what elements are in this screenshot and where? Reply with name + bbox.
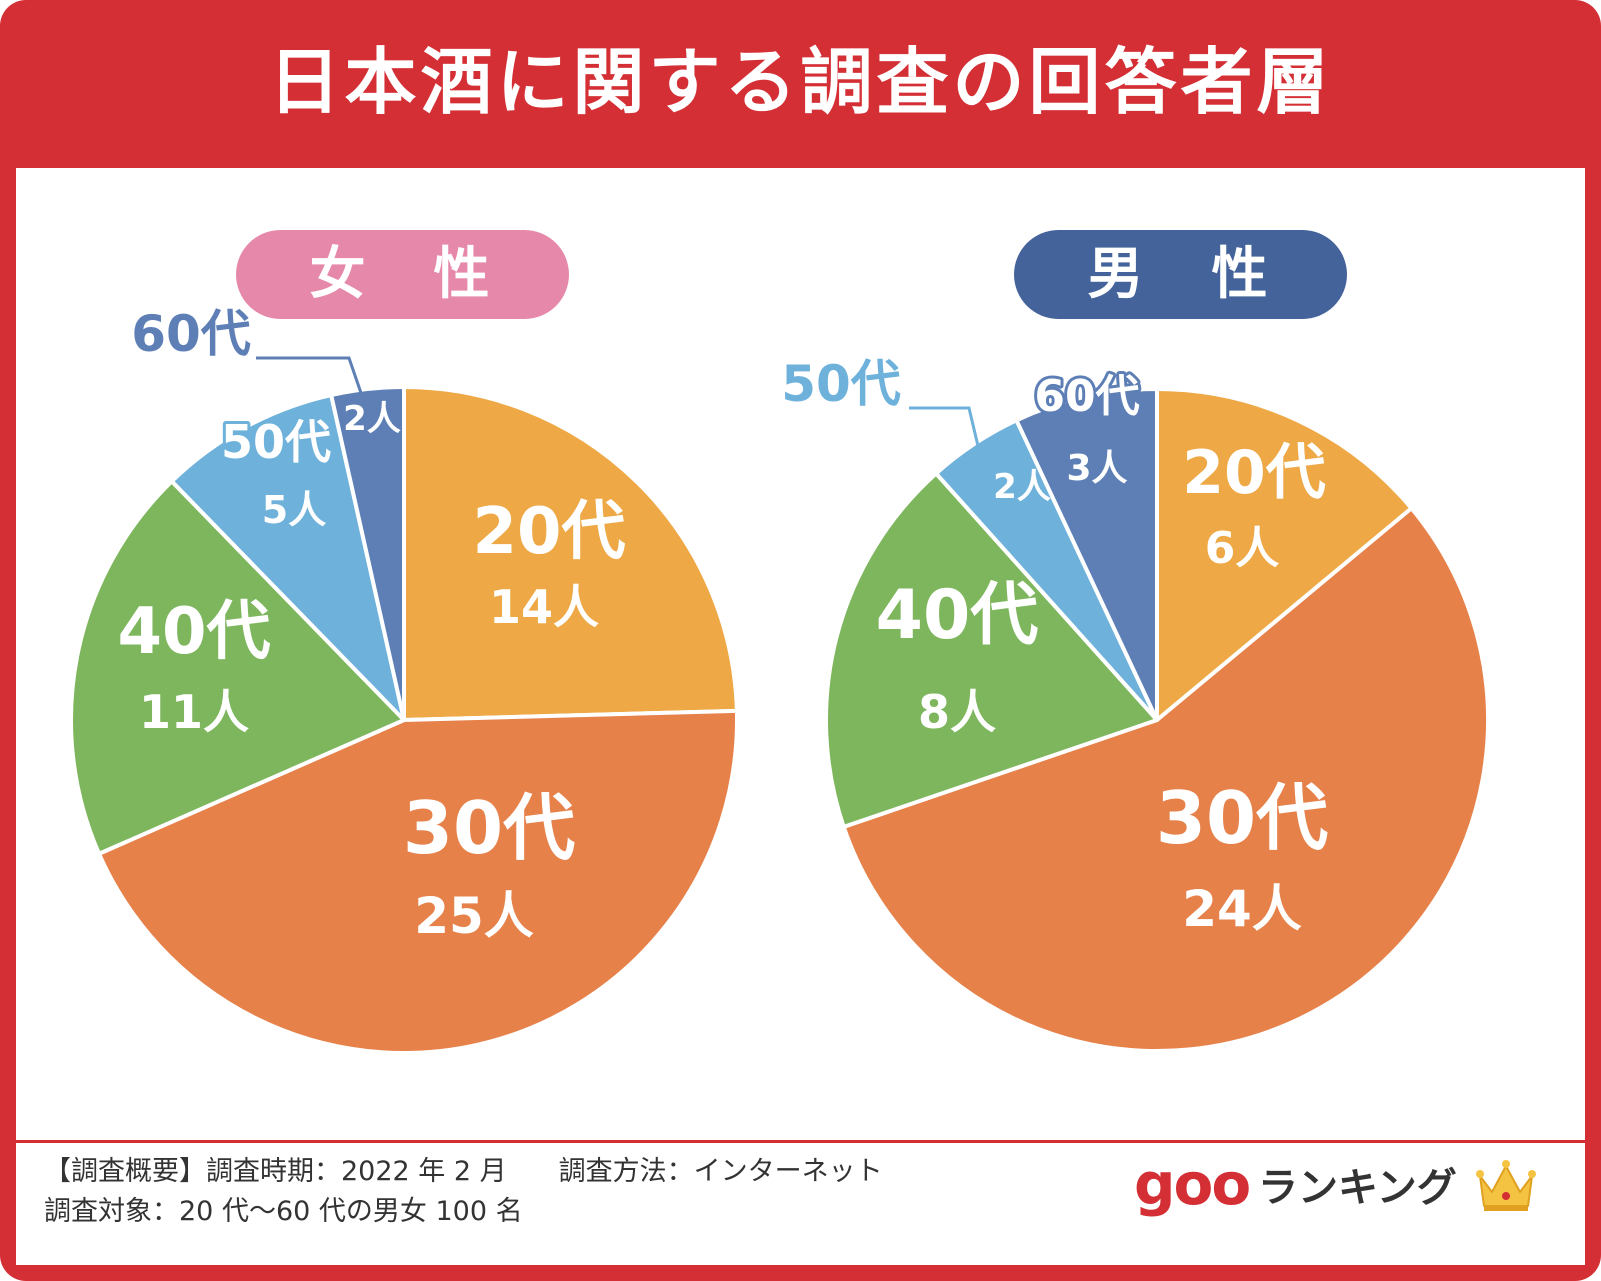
outside-slice-label: 60代 xyxy=(131,305,251,363)
slice-label: 60代 xyxy=(1034,371,1139,422)
pie-slice xyxy=(97,708,739,1055)
pie-chart-0: 20代 14人 30代 25人 40代 11人 50代 5人 2人 60代 xyxy=(69,305,739,1055)
slice-value-label: 2人 xyxy=(343,399,401,439)
leader-line xyxy=(909,406,980,447)
slice-value-label: 11人 xyxy=(139,685,249,739)
slice-label: 20代 xyxy=(1182,438,1326,508)
male-chart-title: 男 性 xyxy=(1014,230,1347,319)
slice-value-label: 3人 xyxy=(1066,448,1127,489)
slice-value-label: 14人 xyxy=(489,580,599,634)
female-chart-title: 女 性 xyxy=(236,230,569,319)
logo-goo: goo xyxy=(1134,1150,1251,1218)
survey-method: 調査方法：インターネット xyxy=(558,1156,883,1187)
slice-value-label: 25人 xyxy=(414,887,534,945)
slice-label: 50代 xyxy=(221,415,331,469)
pie-slice xyxy=(1014,387,1159,722)
survey-summary: 【調査概要】調査時期：2022 年 2 月 調査方法：インターネット 調査対象：2… xyxy=(44,1152,883,1232)
pie-slice xyxy=(1155,387,1414,722)
slice-value-label: 8人 xyxy=(918,685,996,739)
pie-slice xyxy=(402,385,739,722)
pie-slice xyxy=(69,479,406,856)
outside-slice-label: 50代 xyxy=(781,355,901,413)
pie-slice xyxy=(329,385,406,722)
slice-label: 30代 xyxy=(1156,776,1328,860)
page-title: 日本酒に関する調査の回答者層 xyxy=(268,40,1333,124)
crown-icon xyxy=(1476,1160,1536,1211)
slice-value-label: 5人 xyxy=(262,488,326,532)
slice-label: 20代 xyxy=(472,495,625,569)
pie-slice xyxy=(824,471,1159,829)
survey-target: 調査対象：20 代〜60 代の男女 100 名 xyxy=(44,1196,523,1227)
pie-chart-1: 20代 6人 30代 24人 40代 8人 60代 3人 2人 50代 xyxy=(781,355,1490,1053)
slice-label: 30代 xyxy=(403,786,575,870)
chart-panel: 女 性 男 性 20代 14人 30代 25人 40代 11人 50代 5人 2人 60代 20代 6… xyxy=(16,168,1585,1265)
slice-value-label: 6人 xyxy=(1205,523,1280,574)
pie-slice xyxy=(841,506,1490,1053)
leader-line xyxy=(256,356,363,394)
footer-divider xyxy=(16,1140,1585,1143)
pie-charts: 20代 14人 30代 25人 40代 11人 50代 5人 2人 60代 20代 6人 30代 24人 4… xyxy=(69,305,1490,1055)
logo-ranking-text: ランキング xyxy=(1258,1165,1457,1211)
pie-slice xyxy=(169,393,406,722)
survey-period: 【調査概要】調査時期：2022 年 2 月 xyxy=(44,1156,507,1187)
slice-value-label: 24人 xyxy=(1182,880,1302,938)
slice-value-label: 2人 xyxy=(993,467,1051,507)
slice-label: 40代 xyxy=(876,576,1039,655)
slice-label: 40代 xyxy=(117,595,270,669)
